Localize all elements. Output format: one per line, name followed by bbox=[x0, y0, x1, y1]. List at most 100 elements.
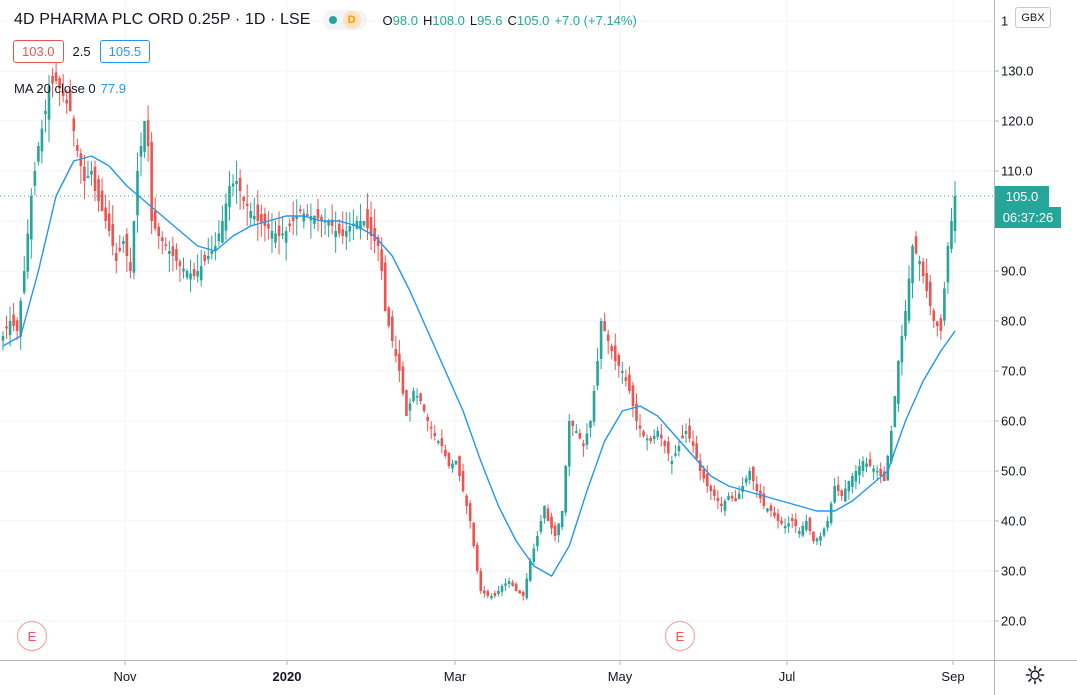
ma-indicator-legend[interactable]: MA 20 close 0 77.9 bbox=[14, 81, 126, 96]
candle bbox=[539, 514, 543, 535]
chart-plot-area[interactable] bbox=[0, 0, 994, 660]
candle-body bbox=[769, 505, 773, 511]
candle-body bbox=[833, 486, 836, 503]
candle-body bbox=[698, 460, 702, 471]
price-tick-label: 90.0 bbox=[1001, 264, 1026, 279]
candle-body bbox=[755, 484, 759, 491]
candle bbox=[440, 429, 444, 454]
candle bbox=[316, 198, 320, 232]
candle bbox=[72, 115, 76, 147]
candle bbox=[83, 154, 86, 200]
candle-body bbox=[776, 513, 780, 521]
candle bbox=[794, 513, 798, 533]
bar-countdown-label: 06:37:26 bbox=[995, 207, 1061, 228]
candle bbox=[663, 439, 667, 454]
market-status-pill[interactable]: D bbox=[322, 10, 367, 30]
earnings-marker[interactable]: E bbox=[665, 621, 695, 651]
candle bbox=[245, 184, 249, 227]
candle-body bbox=[829, 503, 833, 524]
candle bbox=[497, 585, 500, 597]
candle bbox=[812, 530, 815, 544]
candle-body bbox=[19, 301, 22, 337]
candle bbox=[344, 211, 348, 250]
candle bbox=[790, 513, 794, 529]
candle bbox=[260, 204, 263, 237]
candle-body bbox=[943, 288, 946, 321]
symbol-title[interactable]: 4D PHARMA PLC ORD 0.25P · 1D · LSE bbox=[14, 11, 311, 28]
candle bbox=[897, 359, 900, 413]
candle-body bbox=[822, 528, 826, 536]
candle-body bbox=[610, 346, 614, 351]
candle-body bbox=[705, 473, 709, 486]
candle bbox=[674, 444, 677, 458]
candle bbox=[872, 465, 875, 481]
candle-body bbox=[40, 128, 44, 152]
candle bbox=[458, 455, 461, 482]
earnings-marker[interactable]: E bbox=[17, 621, 47, 651]
candle-body bbox=[440, 438, 444, 446]
candle-body bbox=[936, 321, 939, 326]
candle bbox=[709, 484, 713, 501]
candle bbox=[136, 152, 139, 233]
candle-body bbox=[681, 435, 684, 439]
candle bbox=[596, 347, 599, 391]
candle bbox=[681, 425, 684, 439]
candle bbox=[1, 331, 5, 351]
candle-body bbox=[429, 426, 433, 429]
candle bbox=[51, 67, 54, 98]
candle bbox=[461, 463, 465, 493]
candle-body bbox=[320, 216, 323, 221]
candle bbox=[819, 532, 822, 546]
sell-button[interactable]: 103.0 bbox=[13, 40, 64, 63]
candle bbox=[493, 590, 497, 599]
candle-body bbox=[111, 224, 115, 246]
candle bbox=[454, 460, 458, 465]
candle-body bbox=[882, 471, 886, 481]
candle-body bbox=[713, 489, 716, 496]
candle-body bbox=[298, 209, 302, 211]
candle-body bbox=[536, 536, 539, 547]
candle bbox=[518, 589, 521, 594]
buy-button[interactable]: 105.5 bbox=[99, 40, 151, 63]
gear-icon[interactable] bbox=[1024, 664, 1046, 686]
candle bbox=[808, 516, 812, 535]
candle-body bbox=[451, 463, 454, 469]
candle-body bbox=[709, 485, 713, 491]
last-price-label: 105.0 bbox=[995, 185, 1049, 207]
candle-body bbox=[267, 223, 270, 229]
candle bbox=[861, 456, 865, 478]
candle bbox=[401, 361, 405, 397]
candle-body bbox=[766, 508, 769, 512]
candle-body bbox=[178, 261, 182, 266]
candle bbox=[298, 204, 302, 215]
ohlc-change: +7.0 (+7.14%) bbox=[554, 12, 637, 28]
candle-body bbox=[146, 120, 150, 146]
currency-badge[interactable]: GBX bbox=[1015, 7, 1051, 28]
candle-body bbox=[695, 443, 698, 459]
candle bbox=[543, 505, 546, 524]
candle-body bbox=[921, 261, 925, 276]
candle bbox=[571, 420, 575, 436]
candle-body bbox=[529, 561, 532, 581]
candle-body bbox=[525, 578, 529, 599]
candle-body bbox=[840, 490, 844, 496]
candle bbox=[713, 485, 716, 501]
time-axis[interactable]: Nov 2020 Mar May Jul Sep bbox=[0, 660, 994, 695]
candle-body bbox=[51, 75, 54, 84]
price-axis[interactable]: 20.030.040.050.060.070.080.090.0100.0110… bbox=[994, 0, 1077, 660]
candle-body bbox=[674, 453, 677, 456]
candle-body bbox=[199, 266, 203, 281]
candle-body bbox=[893, 396, 897, 428]
candle bbox=[613, 333, 617, 371]
price-tick-label: 50.0 bbox=[1001, 464, 1026, 479]
candle-body bbox=[284, 231, 288, 243]
candle bbox=[97, 174, 100, 212]
candle-body bbox=[928, 281, 932, 306]
candle-body bbox=[122, 241, 125, 244]
candle bbox=[780, 516, 783, 526]
candle bbox=[419, 392, 422, 405]
candle bbox=[79, 148, 83, 184]
candle-body bbox=[744, 478, 748, 483]
price-tick-label: 20.0 bbox=[1001, 614, 1026, 629]
candle-body bbox=[868, 459, 872, 466]
